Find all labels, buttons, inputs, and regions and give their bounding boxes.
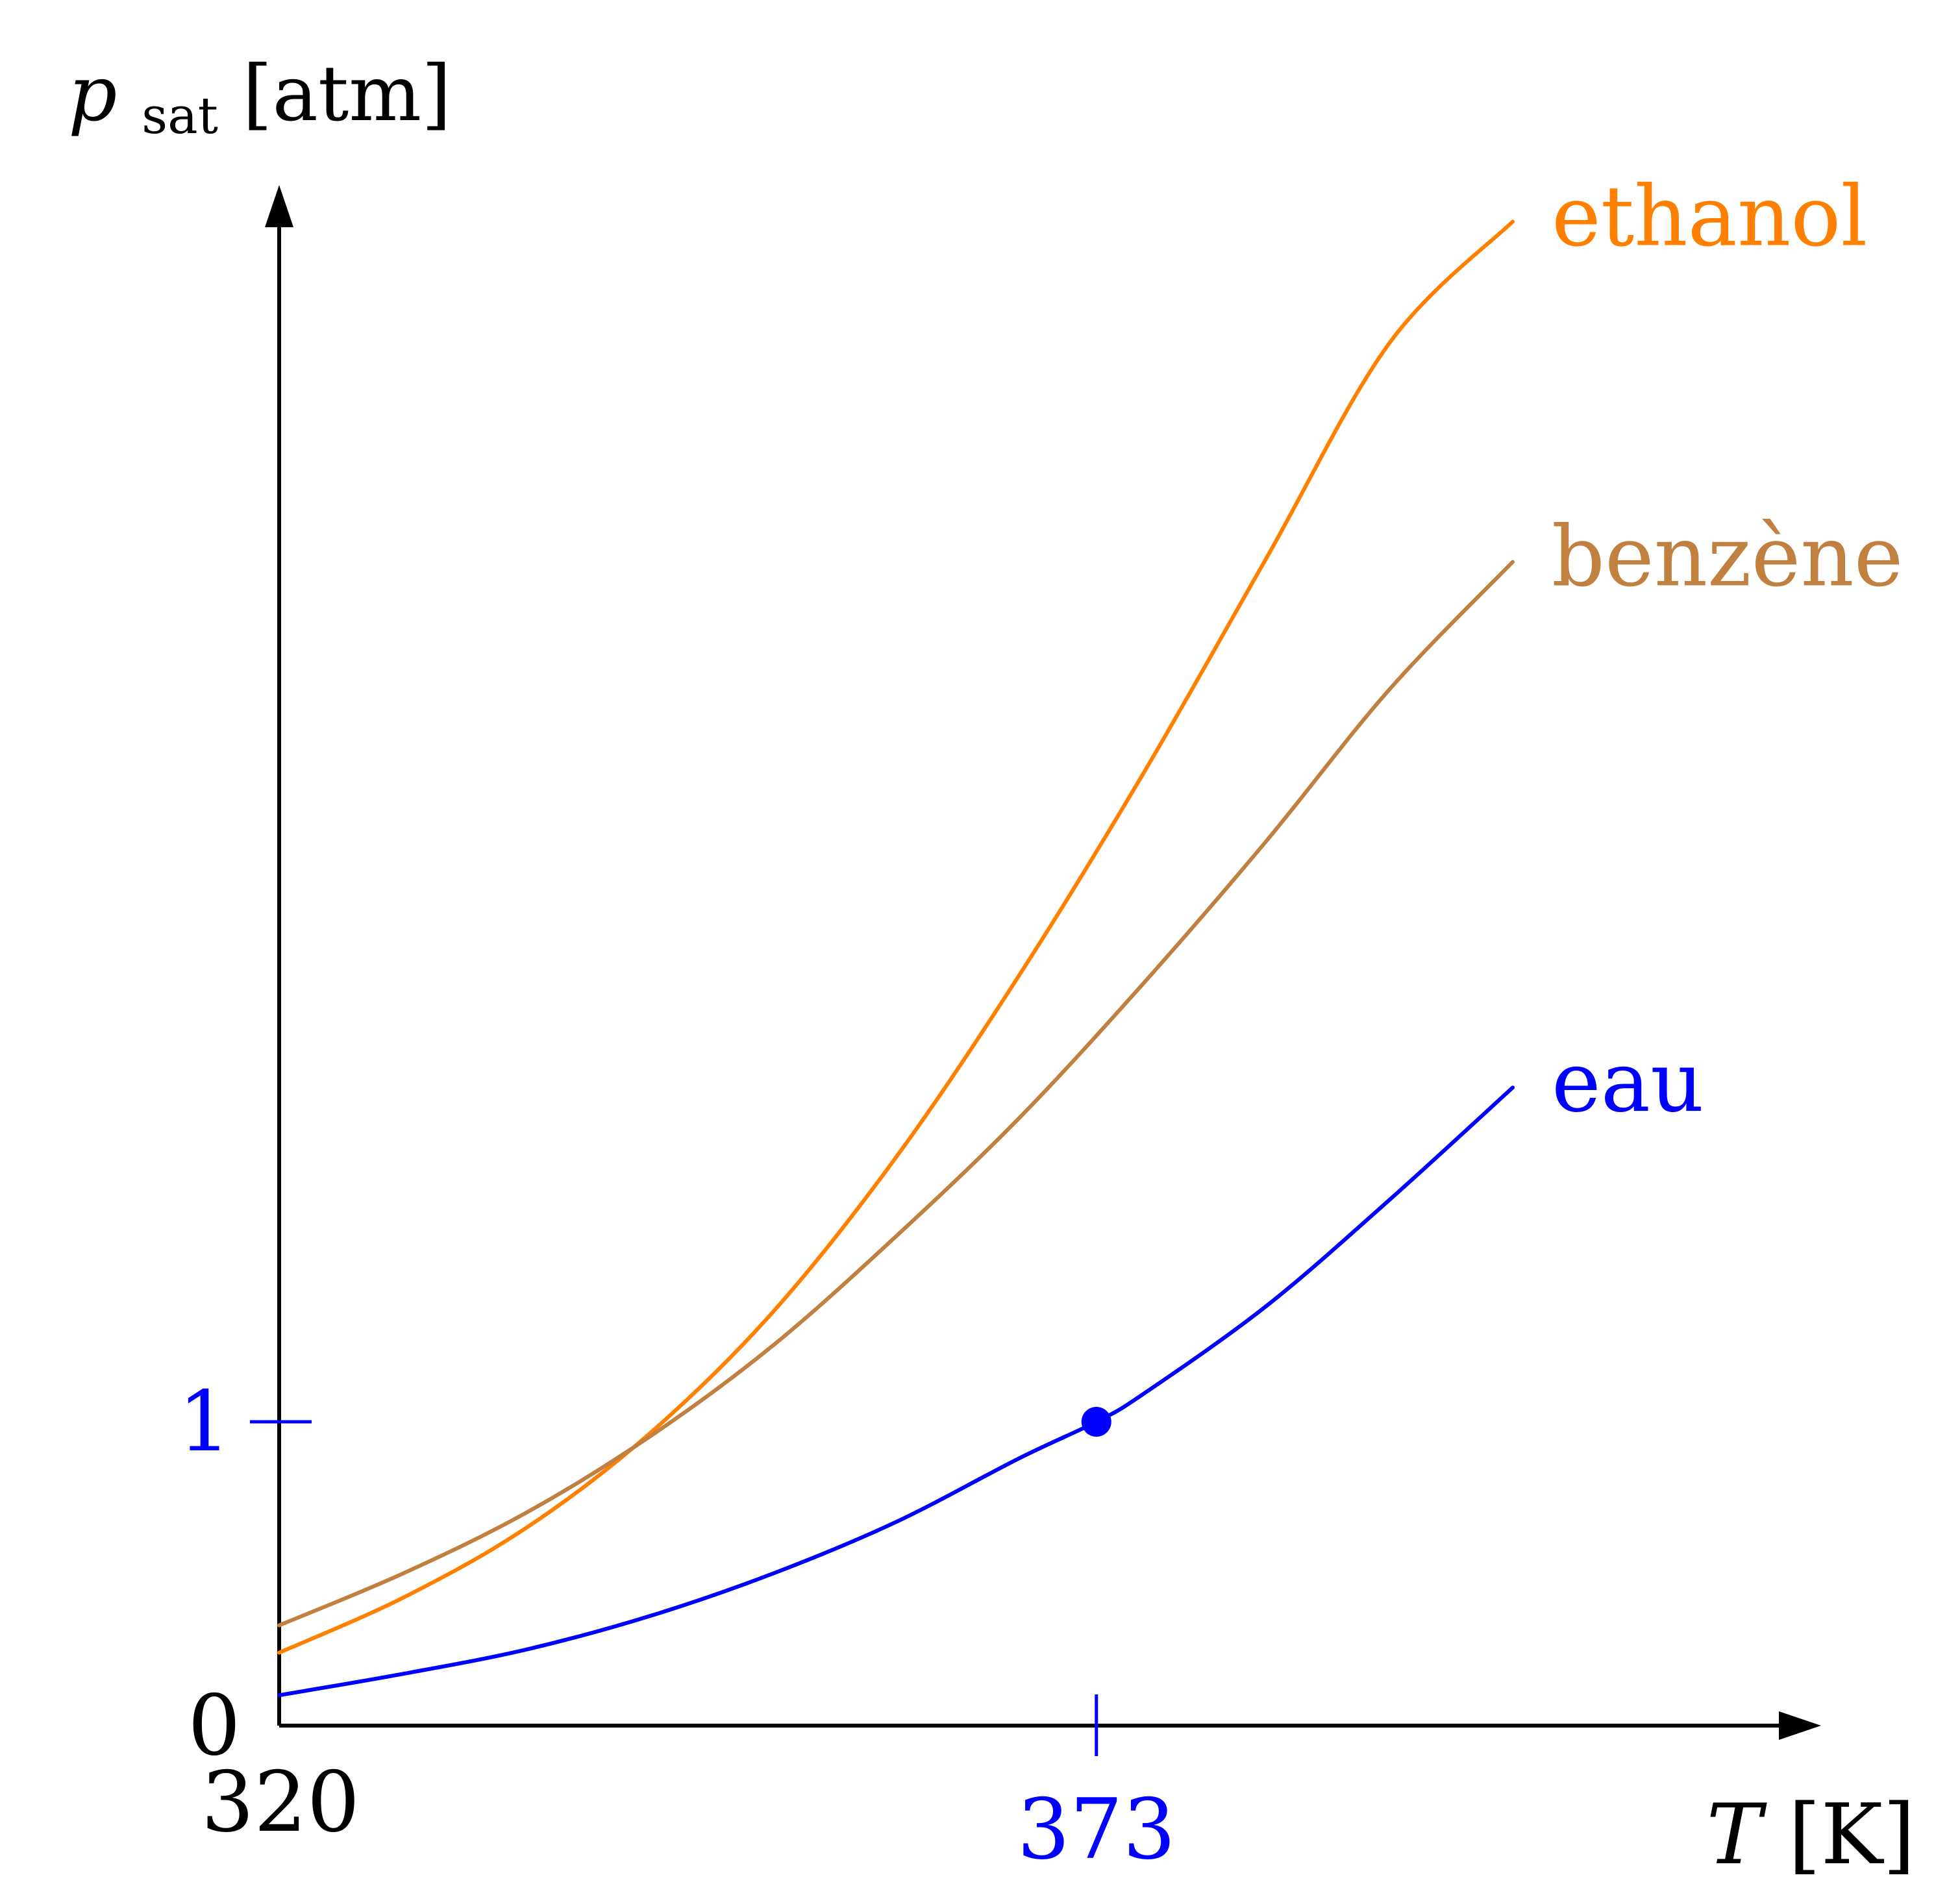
y-axis-label-sub: sat <box>142 87 218 145</box>
axes <box>265 185 1821 1740</box>
y-tick-label-1: 1 <box>178 1374 230 1470</box>
data-point-0 <box>1081 1407 1111 1437</box>
x-axis-arrow <box>1779 1711 1821 1740</box>
series-label-2: eau <box>1552 1034 1704 1131</box>
label-layer: ethanol benzène eau <box>1552 168 1904 1131</box>
x-axis-label-var: T <box>1706 1787 1767 1883</box>
x-tick-label-1: 373 <box>1017 1781 1176 1878</box>
y-axis-arrow <box>265 185 293 227</box>
y-axis-label-unit: [atm] <box>242 49 451 138</box>
series-line-1 <box>277 560 1515 1628</box>
series-label-0: ethanol <box>1552 168 1867 265</box>
x-tick-label-0: 320 <box>201 1754 360 1851</box>
series-line-2 <box>277 1085 1515 1698</box>
series-label-1: benzène <box>1552 509 1904 606</box>
series-layer <box>277 219 1515 1698</box>
x-axis-label-unit: [K] <box>1789 1787 1916 1883</box>
y-tick-label-0: 0 <box>188 1678 240 1774</box>
tick-layer: 320 373 0 1 <box>178 1374 1176 1878</box>
y-axis-label-var: p <box>68 49 118 138</box>
point-layer <box>1081 1407 1111 1437</box>
y-axis-label: p sat [atm] <box>68 49 451 151</box>
x-axis-label: T [K] <box>1706 1787 1915 1883</box>
series-line-0 <box>277 219 1515 1655</box>
